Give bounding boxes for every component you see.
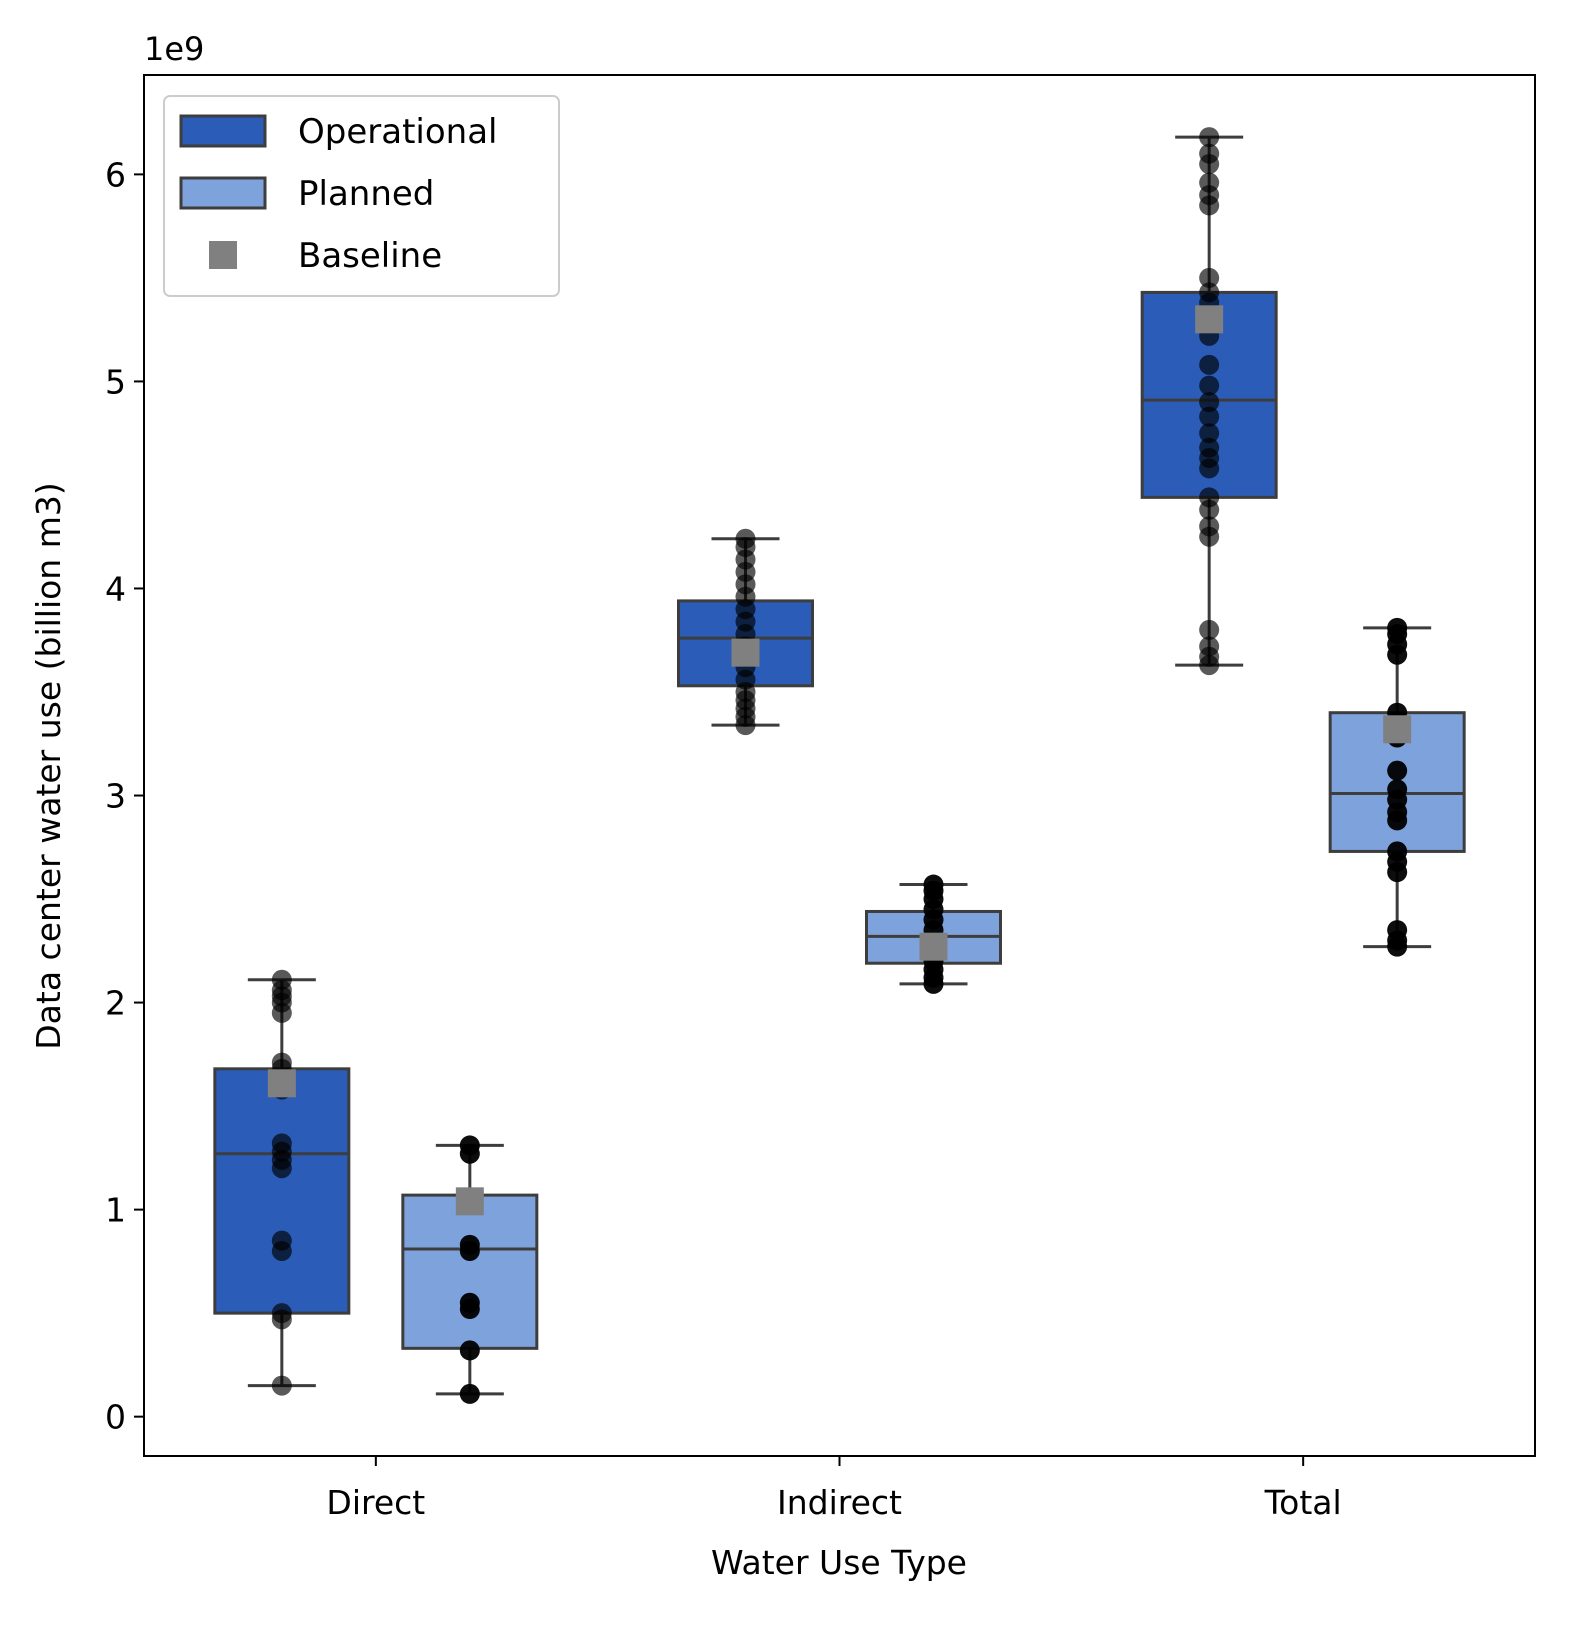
- legend-swatch-operational: [179, 114, 267, 148]
- box-group-operational-direct: [213, 969, 351, 1396]
- box-group-planned-direct: [401, 1135, 539, 1404]
- y-tick-label: 2: [105, 984, 126, 1023]
- y-tick-label: 5: [105, 362, 126, 401]
- legend-label-planned: Planned: [298, 174, 434, 214]
- box-iqr: [401, 1193, 539, 1350]
- box-iqr: [213, 1067, 351, 1315]
- data-point: [1199, 636, 1220, 657]
- data-point: [459, 1234, 480, 1255]
- legend-label-operational: Operational: [298, 112, 497, 152]
- data-point: [1199, 392, 1220, 413]
- data-point: [1199, 619, 1220, 640]
- data-point: [459, 1383, 480, 1404]
- data-point: [1199, 437, 1220, 458]
- data-point: [1199, 267, 1220, 288]
- data-point: [1387, 779, 1408, 800]
- box-group-operational-total: [1140, 127, 1278, 676]
- y-tick-label: 4: [105, 569, 126, 608]
- data-point: [1199, 282, 1220, 303]
- data-point: [1199, 127, 1220, 148]
- x-tick-label: Total: [1264, 1483, 1342, 1522]
- data-point: [1199, 423, 1220, 444]
- box-group-planned-total: [1328, 617, 1466, 957]
- data-point: [1387, 920, 1408, 941]
- y-tick-label: 1: [105, 1191, 126, 1230]
- y-tick-label: 0: [105, 1398, 126, 1437]
- legend-marker-baseline: [209, 241, 237, 269]
- baseline-marker: [1195, 305, 1224, 334]
- data-point: [1199, 143, 1220, 164]
- legend-label-baseline: Baseline: [298, 236, 442, 276]
- data-point: [1199, 354, 1220, 375]
- data-point: [271, 1052, 292, 1073]
- box-group-operational-indirect: [677, 528, 814, 736]
- data-point: [271, 1230, 292, 1251]
- data-point: [1387, 841, 1408, 862]
- data-point: [271, 1303, 292, 1324]
- data-point: [1199, 516, 1220, 537]
- box-group-planned-indirect: [865, 874, 1002, 994]
- baseline-marker: [455, 1187, 484, 1216]
- data-point: [271, 1375, 292, 1396]
- data-point: [1387, 760, 1408, 781]
- baseline-marker: [731, 638, 760, 667]
- data-point: [271, 1133, 292, 1154]
- data-point: [1199, 172, 1220, 193]
- baseline-marker: [267, 1069, 296, 1098]
- data-point: [923, 874, 944, 895]
- data-point: [271, 969, 292, 990]
- baseline-marker: [919, 932, 948, 961]
- y-tick-label: 3: [105, 777, 126, 816]
- y-offset-label: 1e9: [144, 30, 204, 68]
- data-point: [1199, 406, 1220, 427]
- legend-swatch-planned: [179, 176, 267, 210]
- data-point: [459, 1340, 480, 1361]
- data-point: [1387, 617, 1408, 638]
- data-point: [459, 1292, 480, 1313]
- y-tick-label: 6: [105, 155, 126, 194]
- data-point: [1199, 375, 1220, 396]
- data-point: [735, 528, 756, 549]
- x-tick-label: Indirect: [777, 1483, 902, 1522]
- data-point: [1199, 487, 1220, 508]
- baseline-marker: [1383, 715, 1412, 744]
- x-axis-label: Water Use Type: [711, 1543, 967, 1582]
- x-tick-label: Direct: [326, 1483, 425, 1522]
- data-point: [459, 1135, 480, 1156]
- y-axis-label: Data center water use (billion m3): [29, 482, 68, 1049]
